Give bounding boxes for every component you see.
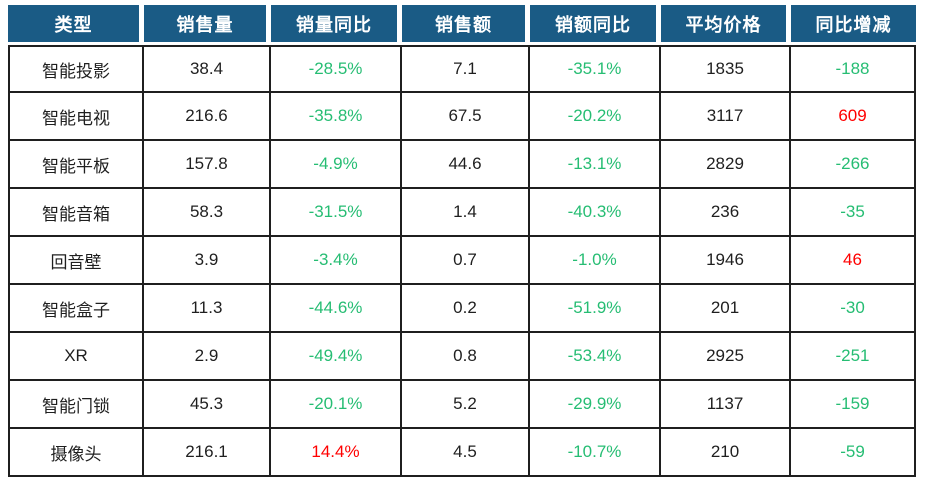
cell-yoy-change: -59: [791, 429, 916, 477]
cell-amount-yoy: -10.7%: [530, 429, 661, 477]
cell-sales-volume: 3.9: [144, 237, 271, 285]
cell-amount-yoy: -35.1%: [530, 45, 661, 93]
cell-volume-yoy: -20.1%: [271, 381, 402, 429]
table-row: 智能音箱 58.3 -31.5% 1.4 -40.3% 236 -35: [8, 189, 916, 237]
cell-volume-yoy: -35.8%: [271, 93, 402, 141]
cell-type: XR: [8, 333, 144, 381]
column-header-sales-amount: 销售额: [402, 5, 530, 45]
cell-type: 智能电视: [8, 93, 144, 141]
cell-sales-amount: 1.4: [402, 189, 530, 237]
column-header-amount-yoy: 销额同比: [530, 5, 661, 45]
cell-type: 智能投影: [8, 45, 144, 93]
cell-amount-yoy: -20.2%: [530, 93, 661, 141]
cell-sales-amount: 0.2: [402, 285, 530, 333]
cell-average-price: 3117: [661, 93, 791, 141]
cell-yoy-change: -159: [791, 381, 916, 429]
table-row: 智能电视 216.6 -35.8% 67.5 -20.2% 3117 609: [8, 93, 916, 141]
cell-amount-yoy: -13.1%: [530, 141, 661, 189]
column-header-volume-yoy: 销量同比: [271, 5, 402, 45]
cell-type: 智能音箱: [8, 189, 144, 237]
table-row: 智能盒子 11.3 -44.6% 0.2 -51.9% 201 -30: [8, 285, 916, 333]
cell-yoy-change: 46: [791, 237, 916, 285]
cell-type: 回音壁: [8, 237, 144, 285]
cell-sales-volume: 216.1: [144, 429, 271, 477]
cell-sales-amount: 4.5: [402, 429, 530, 477]
cell-sales-volume: 2.9: [144, 333, 271, 381]
cell-volume-yoy: -49.4%: [271, 333, 402, 381]
column-header-type: 类型: [8, 5, 144, 45]
cell-average-price: 1946: [661, 237, 791, 285]
cell-average-price: 201: [661, 285, 791, 333]
cell-type: 智能门锁: [8, 381, 144, 429]
table-row: XR 2.9 -49.4% 0.8 -53.4% 2925 -251: [8, 333, 916, 381]
cell-volume-yoy: -3.4%: [271, 237, 402, 285]
cell-volume-yoy: -28.5%: [271, 45, 402, 93]
cell-volume-yoy: -31.5%: [271, 189, 402, 237]
cell-yoy-change: -251: [791, 333, 916, 381]
cell-sales-volume: 157.8: [144, 141, 271, 189]
cell-amount-yoy: -1.0%: [530, 237, 661, 285]
cell-yoy-change: -188: [791, 45, 916, 93]
cell-type: 摄像头: [8, 429, 144, 477]
cell-volume-yoy: -44.6%: [271, 285, 402, 333]
cell-sales-amount: 67.5: [402, 93, 530, 141]
cell-average-price: 2829: [661, 141, 791, 189]
cell-average-price: 1137: [661, 381, 791, 429]
cell-amount-yoy: -53.4%: [530, 333, 661, 381]
column-header-average-price: 平均价格: [661, 5, 791, 45]
table-row: 回音壁 3.9 -3.4% 0.7 -1.0% 1946 46: [8, 237, 916, 285]
cell-sales-volume: 216.6: [144, 93, 271, 141]
cell-amount-yoy: -29.9%: [530, 381, 661, 429]
cell-sales-volume: 11.3: [144, 285, 271, 333]
header-row: 类型 销售量 销量同比 销售额 销额同比 平均价格 同比增减: [8, 5, 916, 45]
column-header-yoy-change: 同比增减: [791, 5, 916, 45]
cell-volume-yoy: -4.9%: [271, 141, 402, 189]
table-body: 智能投影 38.4 -28.5% 7.1 -35.1% 1835 -188 智能电视 216.6…: [8, 45, 916, 477]
cell-type: 智能盒子: [8, 285, 144, 333]
cell-sales-volume: 38.4: [144, 45, 271, 93]
table-row: 智能投影 38.4 -28.5% 7.1 -35.1% 1835 -188: [8, 45, 916, 93]
cell-sales-amount: 0.7: [402, 237, 530, 285]
smart-device-sales-table: 类型 销售量 销量同比 销售额 销额同比 平均价格 同比增减 智能投影 38.4-…: [8, 5, 916, 477]
cell-sales-amount: 44.6: [402, 141, 530, 189]
cell-sales-amount: 0.8: [402, 333, 530, 381]
table-row: 摄像头 216.1 14.4% 4.5 -10.7% 210 -59: [8, 429, 916, 477]
cell-average-price: 210: [661, 429, 791, 477]
cell-sales-amount: 5.2: [402, 381, 530, 429]
cell-amount-yoy: -51.9%: [530, 285, 661, 333]
cell-amount-yoy: -40.3%: [530, 189, 661, 237]
cell-sales-volume: 58.3: [144, 189, 271, 237]
cell-average-price: 2925: [661, 333, 791, 381]
column-header-sales-volume: 销售量: [144, 5, 271, 45]
cell-average-price: 236: [661, 189, 791, 237]
table-row: 智能平板 157.8 -4.9% 44.6 -13.1% 2829 -266: [8, 141, 916, 189]
cell-yoy-change: -30: [791, 285, 916, 333]
cell-yoy-change: 609: [791, 93, 916, 141]
cell-sales-amount: 7.1: [402, 45, 530, 93]
cell-sales-volume: 45.3: [144, 381, 271, 429]
table-row: 智能门锁 45.3 -20.1% 5.2 -29.9% 1137 -159: [8, 381, 916, 429]
cell-yoy-change: -266: [791, 141, 916, 189]
cell-volume-yoy: 14.4%: [271, 429, 402, 477]
cell-type: 智能平板: [8, 141, 144, 189]
cell-average-price: 1835: [661, 45, 791, 93]
cell-yoy-change: -35: [791, 189, 916, 237]
